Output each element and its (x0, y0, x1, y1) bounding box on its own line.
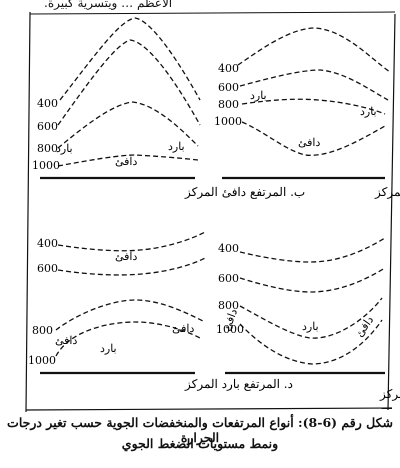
panel-d-cold-core-high: 400 600 800 1000 دافئ دافئ دافئ بارد د. … (28, 231, 293, 391)
air-label-a-cold-left: بارد (250, 89, 267, 102)
level-label-b-1000: 1000 (32, 159, 60, 172)
air-label-b-warm: دافئ (115, 155, 137, 168)
isobar-d-600 (57, 257, 206, 276)
isobar-b-600 (57, 39, 201, 126)
isobar-a-1000 (241, 121, 386, 156)
air-label-d-cold: بارد (100, 342, 117, 355)
isobar-b-1000 (57, 154, 199, 167)
air-label-c-warm-right: دافئ (353, 314, 377, 340)
panel-c-cold-core-low: 400 600 800 1000 دافئ دافئ بارد ج. المنخ… (216, 237, 400, 401)
air-label-d-warm-right: دافئ (172, 322, 194, 335)
figure-caption-line-1: شكل رقم (6-8): أنواع المرتفعات والمنخفضا… (7, 415, 393, 445)
figure-left-border (25, 11, 31, 413)
level-label-b-800: 800 (37, 142, 58, 155)
isobar-c-1000 (239, 319, 383, 365)
level-label-b-400: 400 (37, 97, 58, 110)
figure-bottom-border (25, 407, 393, 411)
panel-d-title: د. المرتفع بارد المركز (184, 377, 293, 391)
isobar-d-400 (57, 231, 206, 252)
panel-b-warm-core-high: 400 600 800 1000 بارد بارد دافئ ب. المرت… (32, 17, 305, 199)
air-label-a-warm: دافئ (298, 136, 320, 149)
level-label-c-800: 800 (218, 299, 239, 312)
level-label-a-1000: 1000 (214, 115, 242, 128)
top-page-text-fragment: الأعظم … ويتسرية كبيرة. (44, 0, 173, 10)
level-label-b-600: 600 (37, 120, 58, 133)
level-label-a-800: 800 (218, 98, 239, 111)
level-label-d-400: 400 (37, 237, 58, 250)
air-label-a-cold-right: بارد (360, 105, 377, 118)
panel-c-title: ج. المنخفض بارد المركز (379, 387, 400, 401)
panel-a-title: أ. المنخفض دافئ المركز (374, 184, 400, 199)
level-label-d-600: 600 (37, 262, 58, 275)
panel-a-warm-core-low: 400 600 800 1000 بارد بارد دافئ أ. المنخ… (214, 27, 400, 199)
air-label-c-cold: بارد (302, 320, 319, 333)
figure-top-border (29, 11, 396, 15)
air-label-b-cold-left: بارد (56, 142, 73, 155)
level-label-d-800: 800 (32, 324, 53, 337)
level-label-a-600: 600 (218, 81, 239, 94)
isobar-a-800 (241, 98, 386, 115)
level-label-a-400: 400 (218, 62, 239, 75)
figure-right-border (387, 13, 396, 411)
isobar-b-800 (57, 101, 199, 149)
air-label-d-warm-left: دافئ (55, 334, 77, 347)
air-label-d-warm-top: دافئ (115, 250, 137, 263)
isobar-c-600 (239, 267, 386, 293)
isobar-c-400 (239, 237, 386, 263)
isobar-d-800 (55, 299, 206, 331)
isobar-b-400 (59, 17, 201, 101)
air-label-b-cold-right: بارد (168, 140, 185, 153)
isobar-a-600 (239, 69, 389, 101)
level-label-d-1000: 1000 (28, 354, 56, 367)
level-label-c-400: 400 (218, 242, 239, 255)
isobar-a-400 (237, 27, 391, 73)
level-label-c-600: 600 (218, 272, 239, 285)
isobar-d-1000 (55, 321, 201, 357)
level-label-c-1000: 1000 (216, 323, 244, 336)
panel-b-title: ب. المرتفع دافئ المركز (184, 185, 305, 199)
isobar-c-800 (239, 297, 383, 339)
figure-caption-line-2: ونمط مستويات الضغط الجوي (121, 436, 279, 451)
